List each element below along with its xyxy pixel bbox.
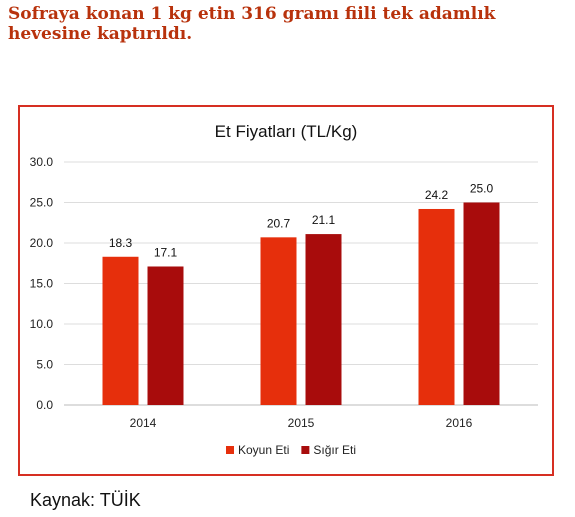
data-label: 25.0 xyxy=(470,182,494,196)
data-label: 17.1 xyxy=(154,245,178,259)
chart-title: Et Fiyatları (TL/Kg) xyxy=(215,122,358,141)
headline: Sofraya konan 1 kg etin 316 gramı fiili … xyxy=(8,4,568,44)
source-note: Kaynak: TÜİK xyxy=(30,490,141,510)
x-tick-label: 2015 xyxy=(288,416,315,430)
y-tick-label: 5.0 xyxy=(36,358,53,372)
y-tick-label: 15.0 xyxy=(30,277,54,291)
data-label: 20.7 xyxy=(267,216,291,230)
y-tick-label: 30.0 xyxy=(30,155,54,169)
legend-swatch xyxy=(226,446,234,454)
legend-label: Sığır Eti xyxy=(313,443,356,457)
gridlines xyxy=(64,161,538,406)
legend-label: Koyun Eti xyxy=(238,443,289,457)
x-axis-ticks: 2014 2015 2016 xyxy=(130,416,473,430)
headline-line-1: Sofraya konan 1 kg etin 316 gramı fiili … xyxy=(8,4,496,24)
data-label: 18.3 xyxy=(109,236,133,250)
data-label: 24.2 xyxy=(425,188,449,202)
y-tick-label: 0.0 xyxy=(36,398,53,412)
legend-swatch xyxy=(301,446,310,454)
headline-line-2: hevesine kaptırıldı. xyxy=(8,24,193,44)
bar-2014-1 xyxy=(147,266,184,405)
y-axis-ticks: 0.0 5.0 10.0 15.0 20.0 25.0 30.0 xyxy=(30,155,54,412)
x-tick-label: 2014 xyxy=(130,416,157,430)
x-tick-label: 2016 xyxy=(446,416,473,430)
bar-2016-0 xyxy=(418,208,455,405)
bar-2015-1 xyxy=(305,234,342,405)
data-label: 21.1 xyxy=(312,213,336,227)
y-tick-label: 20.0 xyxy=(30,236,54,250)
bar-2014-0 xyxy=(102,256,139,405)
bar-2015-0 xyxy=(260,237,297,405)
legend: Koyun Eti Sığır Eti xyxy=(226,443,356,457)
y-tick-label: 10.0 xyxy=(30,317,54,331)
bars: 18.3 17.1 20.7 21.1 24.2 25.0 xyxy=(102,182,500,405)
bar-2016-1 xyxy=(463,202,500,405)
y-tick-label: 25.0 xyxy=(30,196,54,210)
